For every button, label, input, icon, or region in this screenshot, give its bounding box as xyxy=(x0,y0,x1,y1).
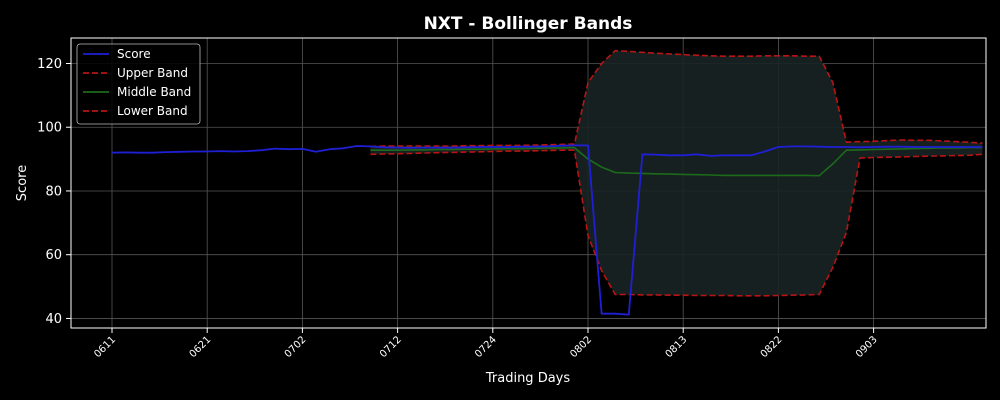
series-line-middle-band xyxy=(370,146,983,177)
y-tick-label: 40 xyxy=(45,312,62,327)
legend-box xyxy=(76,43,201,125)
y-tick-label: 60 xyxy=(45,248,62,263)
series-lines xyxy=(111,49,983,316)
legend-label-upper-band: Upper Band xyxy=(117,66,188,80)
y-tick-label: 120 xyxy=(37,57,62,72)
y-tick-label: 100 xyxy=(37,121,62,136)
y-axis-ticks: 40 60 80 100 120 xyxy=(37,57,71,327)
y-tick-label: 80 xyxy=(45,184,62,199)
chart-title: NXT - Bollinger Bands xyxy=(424,14,633,34)
plot-frame xyxy=(70,37,987,329)
x-axis-label: Trading Days xyxy=(485,371,570,386)
series-line-score xyxy=(111,144,983,316)
legend: Score Upper Band Middle Band Lower Band xyxy=(76,43,201,125)
legend-label-score: Score xyxy=(117,47,151,61)
legend-label-lower-band: Lower Band xyxy=(117,104,188,118)
series-line-upper-band xyxy=(370,49,983,148)
band-fill xyxy=(370,50,983,296)
series-line-lower-band xyxy=(370,149,983,297)
band-fill-area xyxy=(370,50,983,296)
y-axis-label: Score xyxy=(15,165,30,201)
legend-label-middle-band: Middle Band xyxy=(117,85,191,99)
